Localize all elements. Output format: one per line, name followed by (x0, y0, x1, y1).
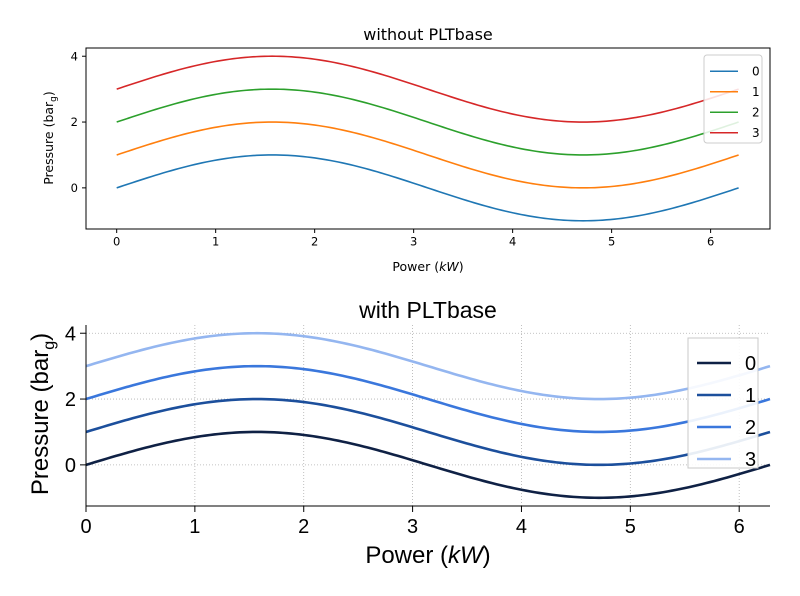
chart-top-series-line-0 (116, 154, 739, 222)
chart-bottom-legend-box (687, 337, 759, 469)
chart-panel-bottom: 0 1 2 3 4 5 6 0 2 4 with PLTbase Power (kW) Pres… (27, 297, 771, 569)
chart-bottom-xtick-label-5: 5 (625, 516, 636, 538)
chart-top-legend: 0 1 2 3 (703, 54, 763, 144)
chart-bottom-xlabel: Power (kW) (365, 542, 490, 569)
chart-top-xtick-label-4: 4 (509, 235, 516, 249)
chart-top-xtick-label-2: 2 (311, 235, 318, 249)
chart-top-xtick-label-5: 5 (608, 235, 615, 249)
chart-top-xtick-label-0: 0 (113, 235, 120, 249)
chart-bottom-xtick-label-4: 4 (516, 516, 527, 538)
chart-top-legend-label-0: 0 (752, 65, 760, 79)
chart-bottom-legend-label-2: 2 (745, 417, 756, 439)
chart-bottom-xticks-layer: 0 1 2 3 4 5 6 (80, 506, 745, 538)
chart-top-legend-label-2: 2 (752, 106, 760, 120)
chart-bottom-ytick-label-0: 0 (65, 455, 76, 477)
chart-top-xtick-label-3: 3 (410, 235, 417, 249)
chart-bottom-legend-label-3: 3 (745, 449, 756, 471)
chart-bottom-series-line-2 (85, 364, 771, 434)
chart-top-legend-label-3: 3 (752, 126, 760, 140)
chart-top-legend-label-1: 1 (752, 85, 760, 99)
chart-panel-top: 0 1 2 3 4 5 6 0 2 4 without PLTbase Power (kW) P… (41, 25, 771, 274)
chart-bottom-series-line-0 (85, 430, 771, 500)
chart-top-ytick-label-4: 4 (71, 49, 78, 63)
chart-bottom-legend-label-1: 1 (745, 385, 756, 407)
chart-bottom-series-line-1 (85, 397, 771, 467)
chart-top-title: without PLTbase (363, 25, 493, 44)
chart-bottom-series-line-3 (85, 331, 771, 401)
chart-top-legend-box (703, 54, 763, 144)
chart-top-lines-layer (116, 55, 739, 222)
chart-top-ylabel: Pressure (barg) (41, 91, 59, 185)
chart-bottom-title: with PLTbase (358, 297, 497, 323)
chart-top-xticks-layer: 0 1 2 3 4 5 6 (113, 229, 714, 249)
chart-top-xlabel: Power (kW) (392, 259, 463, 274)
chart-bottom-xtick-label-1: 1 (189, 516, 200, 538)
chart-bottom-grid-layer (85, 325, 770, 506)
chart-top-ytick-label-2: 2 (71, 115, 78, 129)
chart-top-yticks-layer: 0 2 4 (71, 49, 86, 195)
chart-bottom-xtick-label-6: 6 (734, 516, 745, 538)
chart-bottom-ylabel: Pressure (barg) (27, 333, 58, 495)
chart-top-series-line-1 (116, 121, 739, 189)
chart-top-series-line-2 (116, 88, 739, 156)
chart-bottom-xtick-label-0: 0 (80, 516, 91, 538)
chart-bottom-legend-label-0: 0 (745, 353, 756, 375)
chart-top-xtick-label-1: 1 (212, 235, 219, 249)
chart-top-series-line-3 (116, 55, 739, 123)
chart-top-xtick-label-6: 6 (707, 235, 714, 249)
chart-bottom-ytick-label-4: 4 (65, 323, 76, 345)
chart-bottom-legend: 0 1 2 3 (687, 337, 759, 471)
chart-bottom-xtick-label-3: 3 (407, 516, 418, 538)
chart-bottom-xtick-label-2: 2 (298, 516, 309, 538)
chart-bottom-lines-layer (85, 331, 771, 500)
chart-top-frame (85, 47, 771, 230)
chart-bottom-ytick-label-2: 2 (65, 389, 76, 411)
chart-bottom-yticks-layer: 0 2 4 (65, 323, 86, 477)
chart-top-ytick-label-0: 0 (71, 181, 78, 195)
